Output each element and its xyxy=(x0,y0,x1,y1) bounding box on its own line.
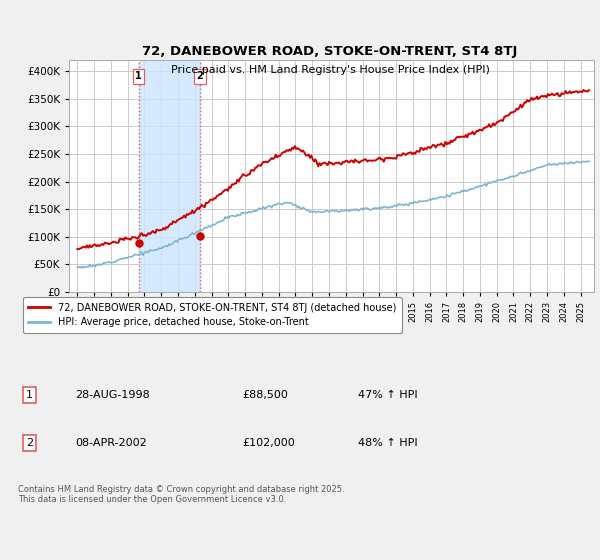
Text: 28-AUG-1998: 28-AUG-1998 xyxy=(76,390,150,400)
Text: 08-APR-2002: 08-APR-2002 xyxy=(76,438,147,448)
Bar xyxy=(139,60,200,292)
Text: £88,500: £88,500 xyxy=(242,390,288,400)
Text: 2: 2 xyxy=(26,438,33,448)
Text: 1: 1 xyxy=(135,71,142,81)
Text: £102,000: £102,000 xyxy=(242,438,295,448)
Legend: 72, DANEBOWER ROAD, STOKE-ON-TRENT, ST4 8TJ (detached house), HPI: Average price: 72, DANEBOWER ROAD, STOKE-ON-TRENT, ST4 … xyxy=(23,297,402,333)
Text: Contains HM Land Registry data © Crown copyright and database right 2025.
This d: Contains HM Land Registry data © Crown c… xyxy=(18,485,344,505)
Text: 2: 2 xyxy=(196,71,203,81)
Text: 48% ↑ HPI: 48% ↑ HPI xyxy=(358,438,417,448)
Text: 1: 1 xyxy=(26,390,33,400)
Text: 72, DANEBOWER ROAD, STOKE-ON-TRENT, ST4 8TJ: 72, DANEBOWER ROAD, STOKE-ON-TRENT, ST4 … xyxy=(142,45,518,58)
Text: 47% ↑ HPI: 47% ↑ HPI xyxy=(358,390,417,400)
Text: Price paid vs. HM Land Registry's House Price Index (HPI): Price paid vs. HM Land Registry's House … xyxy=(170,65,490,75)
